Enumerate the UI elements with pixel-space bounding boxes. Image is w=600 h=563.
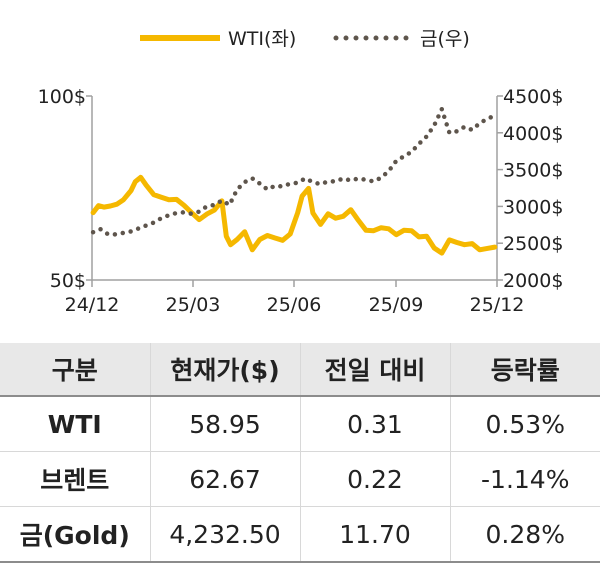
right-tick-label: 4500$	[503, 86, 563, 108]
header-current-price: 현재가($)	[149, 343, 300, 397]
current-price-cell: 58.95	[149, 396, 300, 452]
x-tick-label: 24/12	[65, 294, 120, 316]
legend-gold-label: 금(우)	[420, 28, 470, 50]
daily-change-cell: 0.31	[299, 396, 450, 452]
change-rate-cell: 0.28%	[449, 506, 600, 563]
right-tick-label: 2500$	[503, 233, 563, 255]
tick-layer: 100$ 50$ 4500$ 4000$ 3500$ 3000$ 2500$ 2000$ 24/…	[38, 86, 564, 316]
right-tick-label: 2000$	[503, 270, 563, 292]
daily-change-cell: 11.70	[299, 506, 450, 563]
right-tick-label: 3000$	[503, 196, 563, 218]
right-tick-label: 4000$	[503, 123, 563, 145]
wti-series-line	[90, 174, 498, 256]
row-label: 브렌트	[0, 451, 150, 507]
legend: WTI(좌) 금(우)	[140, 28, 470, 50]
x-tick-label: 25/09	[369, 294, 424, 316]
gold-series-line	[90, 106, 498, 237]
current-price-cell: 4,232.50	[149, 506, 300, 563]
x-tick-label: 25/12	[470, 294, 525, 316]
x-tick-label: 25/03	[166, 294, 221, 316]
plot-area	[90, 106, 498, 256]
current-price-cell: 62.67	[149, 451, 300, 507]
change-rate-cell: 0.53%	[449, 396, 600, 452]
price-table: 구분 현재가($) 전일 대비 등락률 WTI 58.95 0.31 0.53%…	[0, 343, 600, 563]
table-row: WTI 58.95 0.31 0.53%	[0, 396, 600, 452]
daily-change-cell: 0.22	[299, 451, 450, 507]
oil-gold-price-chart: WTI(좌) 금(우) 100$ 50$ 4500$ 4000$ 3500$ 3000$ 2…	[38, 28, 564, 316]
row-label: WTI	[0, 396, 150, 452]
table-row: 브렌트 62.67 0.22 -1.14%	[0, 451, 600, 507]
header-change-rate: 등락률	[449, 343, 600, 397]
left-tick-label: 100$	[38, 86, 86, 108]
right-tick-label: 3500$	[503, 160, 563, 182]
table-header-row: 구분 현재가($) 전일 대비 등락률	[0, 343, 600, 397]
table-row: 금(Gold) 4,232.50 11.70 0.28%	[0, 506, 600, 563]
row-label: 금(Gold)	[0, 506, 150, 563]
left-tick-label: 50$	[50, 270, 86, 292]
header-category: 구분	[0, 343, 150, 397]
header-daily-change: 전일 대비	[299, 343, 450, 397]
x-tick-label: 25/06	[267, 294, 322, 316]
legend-wti-label: WTI(좌)	[228, 28, 296, 50]
change-rate-cell: -1.14%	[449, 451, 600, 507]
